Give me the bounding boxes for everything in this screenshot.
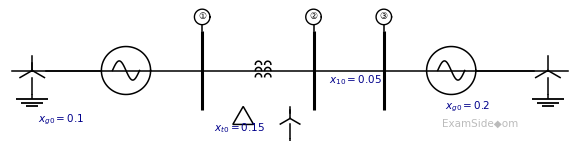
Text: ExamSide◆om: ExamSide◆om [442,119,519,129]
Text: ②: ② [309,12,318,21]
Text: $x_{t0}=0.15$: $x_{t0}=0.15$ [214,121,265,135]
Text: $x_{g0}=0.1$: $x_{g0}=0.1$ [38,113,84,127]
Text: ③: ③ [380,12,388,21]
Text: ①: ① [198,12,206,21]
Text: $x_{10}=0.05$: $x_{10}=0.05$ [329,73,382,87]
Text: $x_{g0}=0.2$: $x_{g0}=0.2$ [445,100,491,114]
